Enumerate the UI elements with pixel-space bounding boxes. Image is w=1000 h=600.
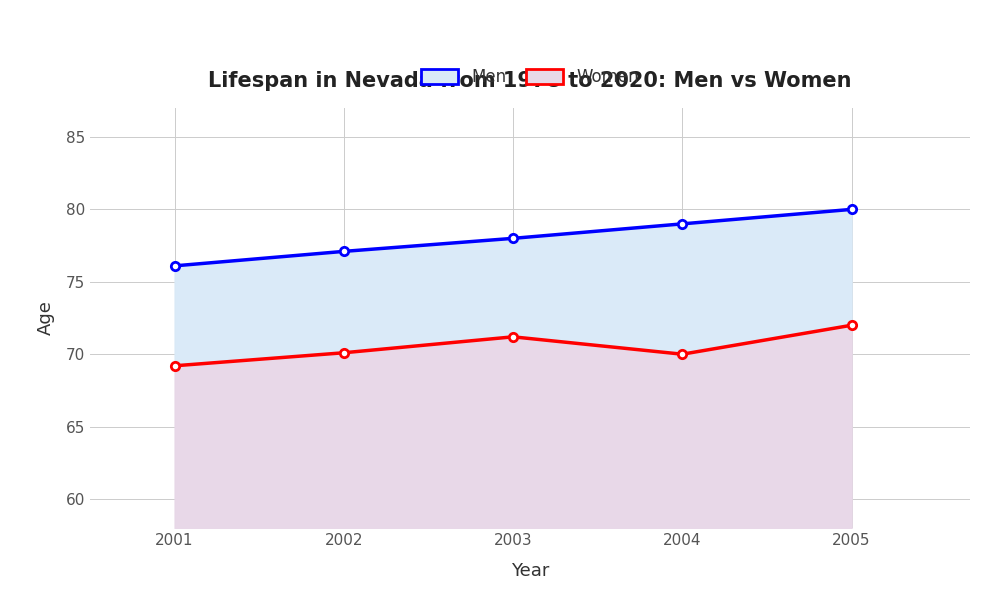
Y-axis label: Age: Age <box>37 301 55 335</box>
Legend: Men, Women: Men, Women <box>414 62 646 93</box>
X-axis label: Year: Year <box>511 562 549 580</box>
Title: Lifespan in Nevada from 1978 to 2020: Men vs Women: Lifespan in Nevada from 1978 to 2020: Me… <box>208 71 852 91</box>
